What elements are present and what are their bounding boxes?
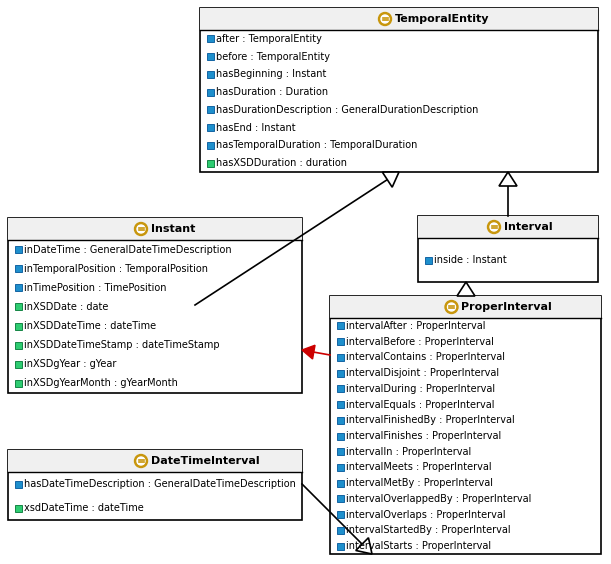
Bar <box>15 284 21 292</box>
Bar <box>337 495 343 503</box>
Text: intervalOverlappedBy : ProperInterval: intervalOverlappedBy : ProperInterval <box>346 494 532 504</box>
Circle shape <box>137 457 145 465</box>
Bar <box>200 8 598 172</box>
Circle shape <box>445 301 458 314</box>
Bar <box>418 216 598 238</box>
Polygon shape <box>499 172 517 186</box>
Text: TemporalEntity: TemporalEntity <box>395 14 489 24</box>
Bar <box>337 354 343 361</box>
Bar <box>207 53 213 60</box>
Text: intervalEquals : ProperInterval: intervalEquals : ProperInterval <box>346 399 495 409</box>
Text: hasDurationDescription : GeneralDurationDescription: hasDurationDescription : GeneralDuration… <box>216 105 479 115</box>
Polygon shape <box>302 345 315 359</box>
Circle shape <box>134 223 147 236</box>
Text: intervalFinishes : ProperInterval: intervalFinishes : ProperInterval <box>346 431 502 441</box>
Bar <box>425 257 431 263</box>
Bar <box>207 71 213 78</box>
Bar <box>337 417 343 424</box>
Text: hasDuration : Duration: hasDuration : Duration <box>216 87 329 97</box>
Bar <box>15 303 21 310</box>
Text: intervalAfter : ProperInterval: intervalAfter : ProperInterval <box>346 321 486 331</box>
Bar <box>15 323 21 329</box>
Text: hasDateTimeDescription : GeneralDateTimeDescription: hasDateTimeDescription : GeneralDateTime… <box>24 479 296 489</box>
Bar <box>15 481 21 487</box>
Text: Interval: Interval <box>504 222 552 232</box>
Text: after : TemporalEntity: after : TemporalEntity <box>216 34 323 44</box>
Text: intervalFinishedBy : ProperInterval: intervalFinishedBy : ProperInterval <box>346 415 515 425</box>
Bar <box>337 511 343 518</box>
Bar <box>337 369 343 377</box>
Text: intervalDisjoint : ProperInterval: intervalDisjoint : ProperInterval <box>346 368 500 378</box>
Bar <box>207 89 213 96</box>
Bar <box>337 480 343 487</box>
Circle shape <box>490 223 498 231</box>
Bar <box>207 36 213 42</box>
Bar <box>330 296 601 554</box>
Text: intervalMetBy : ProperInterval: intervalMetBy : ProperInterval <box>346 478 494 488</box>
Bar <box>337 543 343 550</box>
Bar <box>15 342 21 349</box>
Polygon shape <box>356 537 372 554</box>
Text: inDateTime : GeneralDateTimeDescription: inDateTime : GeneralDateTimeDescription <box>24 245 232 254</box>
Bar <box>15 246 21 253</box>
Text: ProperInterval: ProperInterval <box>461 302 552 312</box>
Text: Instant: Instant <box>151 224 196 234</box>
Bar <box>337 338 343 345</box>
Text: inXSDgYear : gYear: inXSDgYear : gYear <box>24 359 117 369</box>
Circle shape <box>488 221 500 233</box>
Text: intervalStartedBy : ProperInterval: intervalStartedBy : ProperInterval <box>346 526 511 535</box>
Bar <box>337 448 343 455</box>
Bar <box>337 527 343 534</box>
Bar <box>337 385 343 393</box>
Bar <box>207 142 213 149</box>
Bar <box>337 464 343 471</box>
Bar <box>8 450 302 472</box>
Circle shape <box>381 15 389 23</box>
Bar <box>207 107 213 113</box>
Bar <box>418 216 598 282</box>
Text: intervalStarts : ProperInterval: intervalStarts : ProperInterval <box>346 541 492 551</box>
Text: intervalContains : ProperInterval: intervalContains : ProperInterval <box>346 352 505 362</box>
Text: inside : Instant: inside : Instant <box>434 255 507 265</box>
Bar <box>330 296 601 318</box>
Bar <box>15 361 21 368</box>
Bar <box>8 450 302 520</box>
Text: intervalIn : ProperInterval: intervalIn : ProperInterval <box>346 447 472 457</box>
Text: hasBeginning : Instant: hasBeginning : Instant <box>216 69 327 80</box>
Text: hasXSDDuration : duration: hasXSDDuration : duration <box>216 158 348 168</box>
Bar <box>207 124 213 131</box>
Circle shape <box>447 303 455 311</box>
Text: inXSDgYearMonth : gYearMonth: inXSDgYearMonth : gYearMonth <box>24 378 178 389</box>
Text: intervalOverlaps : ProperInterval: intervalOverlaps : ProperInterval <box>346 510 506 519</box>
Text: before : TemporalEntity: before : TemporalEntity <box>216 52 331 61</box>
Circle shape <box>134 455 147 468</box>
Bar <box>200 8 598 30</box>
Bar <box>337 433 343 439</box>
Bar <box>207 160 213 166</box>
Text: inXSDDateTimeStamp : dateTimeStamp: inXSDDateTimeStamp : dateTimeStamp <box>24 340 220 350</box>
Bar <box>15 265 21 272</box>
Polygon shape <box>382 172 399 187</box>
Text: xsdDateTime : dateTime: xsdDateTime : dateTime <box>24 503 144 513</box>
Circle shape <box>378 12 392 25</box>
Bar <box>8 218 302 240</box>
Bar <box>8 218 302 393</box>
Bar <box>337 401 343 408</box>
Text: inXSDDate : date: inXSDDate : date <box>24 302 109 312</box>
Text: intervalDuring : ProperInterval: intervalDuring : ProperInterval <box>346 384 496 394</box>
Text: intervalMeets : ProperInterval: intervalMeets : ProperInterval <box>346 462 492 473</box>
Bar <box>15 505 21 512</box>
Circle shape <box>137 225 145 233</box>
Bar <box>15 380 21 387</box>
Text: intervalBefore : ProperInterval: intervalBefore : ProperInterval <box>346 337 494 347</box>
Text: hasEnd : Instant: hasEnd : Instant <box>216 122 296 133</box>
Text: hasTemporalDuration : TemporalDuration: hasTemporalDuration : TemporalDuration <box>216 140 418 151</box>
Bar <box>337 323 343 329</box>
Text: inTimePosition : TimePosition: inTimePosition : TimePosition <box>24 283 167 293</box>
Text: inXSDDateTime : dateTime: inXSDDateTime : dateTime <box>24 321 156 331</box>
Text: DateTimeInterval: DateTimeInterval <box>151 456 260 466</box>
Text: inTemporalPosition : TemporalPosition: inTemporalPosition : TemporalPosition <box>24 264 208 274</box>
Polygon shape <box>457 282 475 296</box>
